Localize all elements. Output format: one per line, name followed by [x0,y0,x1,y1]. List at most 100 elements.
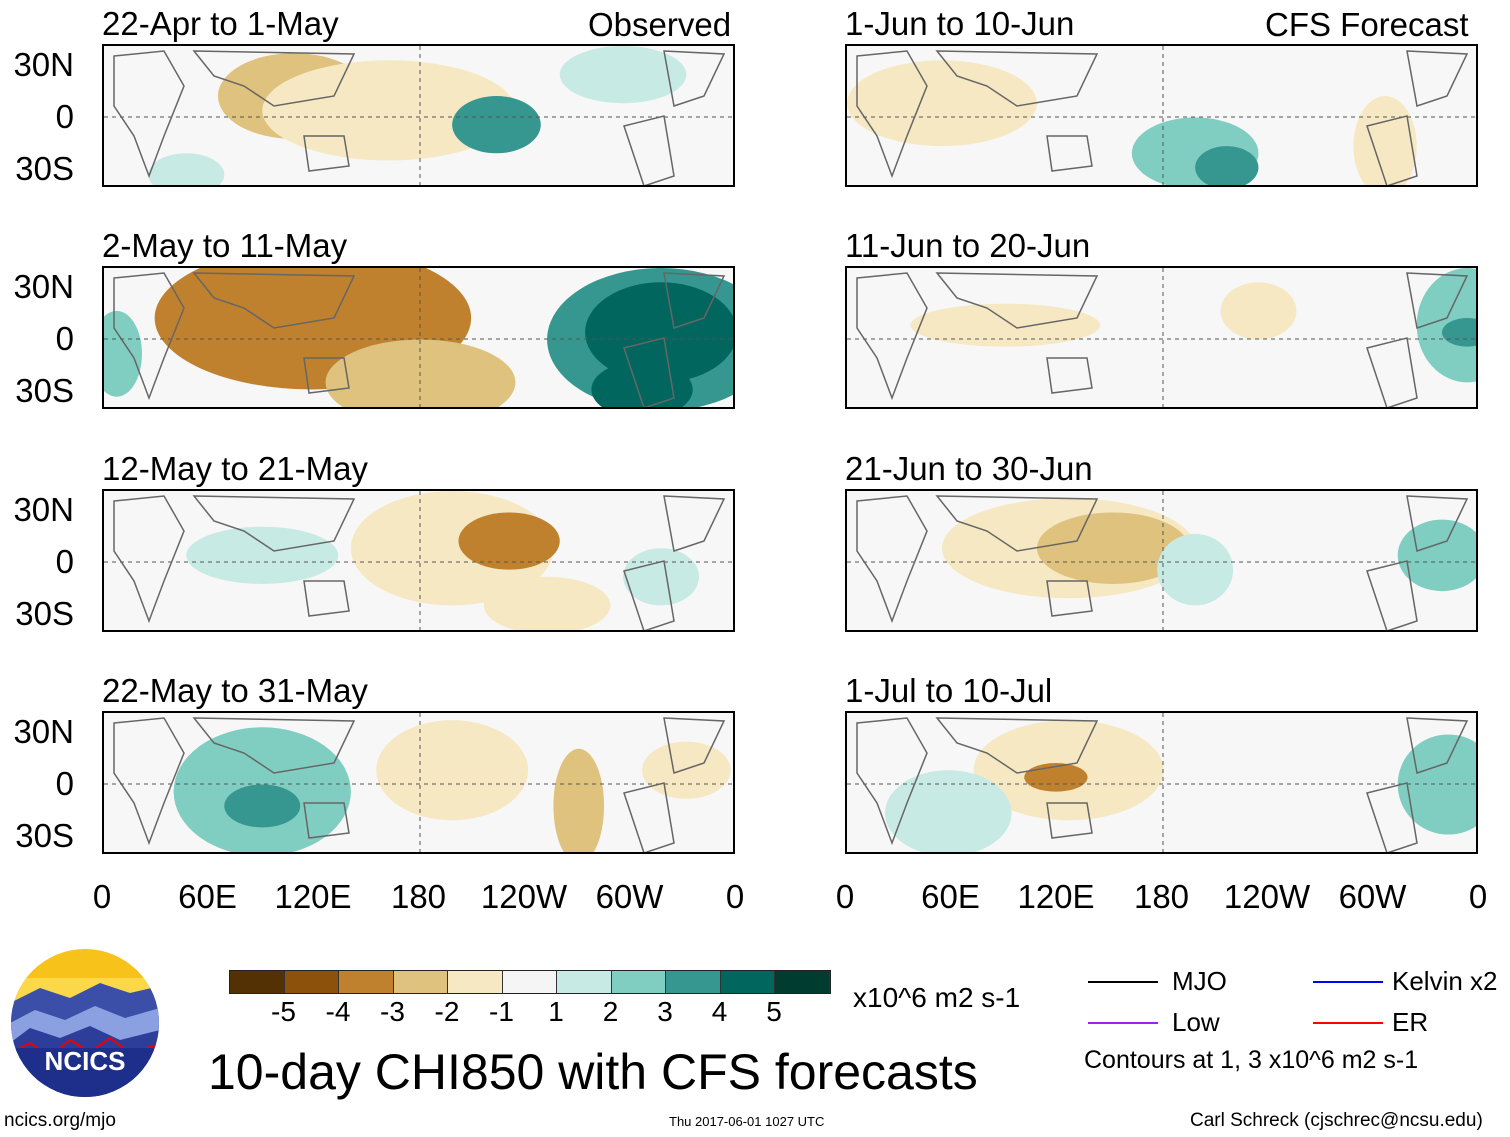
continent-outline [856,717,1469,852]
colorbar-swatch [448,971,503,993]
anomaly-region [376,720,529,821]
continent-outline [856,272,1469,407]
anomaly-region [1353,96,1417,185]
colorbar-swatch [339,971,394,993]
anomaly-region [452,96,541,154]
legend-er: ER [1392,1007,1429,1037]
lat-label: 30N [13,491,74,528]
colorbar-label: -3 [380,996,405,1027]
anomaly-region [483,576,611,630]
lat-label: 30N [13,713,74,750]
anomaly-region [1195,146,1259,185]
lon-label: 120E [274,878,352,915]
timestamp: Thu 2017-06-01 1027 UTC [669,1114,825,1129]
figure-title: 10-day CHI850 with CFS forecasts [208,1044,978,1100]
legend-low: Low [1172,1007,1220,1037]
map-panel [845,266,1478,409]
lon-label: 0 [725,878,745,915]
anomaly-map [104,268,733,407]
low-line [1088,1022,1158,1024]
lon-label: 0 [1468,878,1488,915]
anomaly-region [591,360,693,407]
colorbar-swatch [720,971,775,993]
lon-label: 120E [1017,878,1095,915]
lon-label: 60W [595,878,664,915]
anomaly-region [186,526,339,584]
panel-title: 22-May to 31-May [102,672,368,709]
lon-label: 120W [1223,878,1311,915]
anomaly-map [847,268,1476,407]
map-panel [102,711,735,854]
lat-label: 0 [55,320,74,357]
anomaly-region [585,282,733,383]
lat-label: 30S [15,150,74,187]
map-panel [845,489,1478,632]
map-panel [845,44,1478,187]
anomaly-region [104,310,142,397]
anomaly-map [104,46,733,185]
panel-title: 21-Jun to 30-Jun [845,450,1093,487]
panel-title: 11-Jun to 20-Jun [845,227,1091,264]
anomaly-map [104,491,733,630]
colorbar-label: 3 [657,996,673,1027]
anomaly-region [1157,533,1234,606]
lon-label: 0 [92,878,112,915]
lat-label: 0 [55,98,74,135]
lat-label: 30N [13,46,74,83]
lon-label: 0 [835,878,855,915]
continent-outline [113,495,726,630]
continent-outline [856,50,1469,185]
colorbar-swatch [557,971,612,993]
colorbar-label: 2 [602,996,619,1027]
colorbar-label: -2 [434,996,460,1027]
colorbar-label: 4 [711,996,728,1027]
mjo-line [1088,981,1158,983]
colorbar-label: -4 [325,996,351,1027]
colorbar-label: -5 [271,996,296,1027]
map-panel [102,489,735,632]
url-text: ncics.org/mjo [4,1110,116,1131]
map-panel [102,44,735,187]
anomaly-region [1397,734,1476,835]
colorbar-units: x10^6 m2 s-1 [853,982,1021,1013]
anomaly-map [847,46,1476,185]
anomaly-region [559,46,687,104]
ncics-logo: NCICS [11,949,159,1097]
anomaly-region [224,784,301,828]
lat-label: 30N [13,268,74,305]
colorbar-swatch [666,971,721,993]
anomaly-region [1397,519,1476,592]
lon-label: 180 [390,878,447,915]
lat-label: 30S [15,817,74,854]
lat-label: 0 [55,765,74,802]
anomaly-map [847,491,1476,630]
lat-label: 0 [55,543,74,580]
anomaly-region [910,303,1101,347]
contour-note: Contours at 1, 3 x10^6 m2 s-1 [1084,1046,1419,1074]
anomaly-region [458,512,560,570]
colorbar-label: 1 [548,996,564,1027]
colorbar-swatch [284,971,339,993]
colorbar-swatch [230,971,285,993]
anomaly-region [847,60,1037,147]
anomaly-region [1220,282,1297,340]
lon-label: 60W [1338,878,1407,915]
anomaly-region [1024,763,1088,792]
lon-label: 60E [921,878,980,915]
continent-outline [113,717,726,852]
continent-outline [856,495,1469,630]
panel-title: 2-May to 11-May [102,227,348,264]
lon-label: 120W [480,878,568,915]
logo-text: NCICS [45,1046,126,1076]
lon-label: 180 [1133,878,1190,915]
colorbar-swatch [393,971,448,993]
colorbar-label: -1 [489,996,514,1027]
er-line [1313,1022,1383,1024]
lat-label: 30S [15,595,74,632]
legend-kelvin: Kelvin x2 [1392,966,1498,996]
map-panel [845,711,1478,854]
anomaly-region [1036,512,1189,584]
colorbar-swatch [775,971,830,993]
map-panel [102,266,735,409]
colorbar-label: 5 [766,996,782,1027]
